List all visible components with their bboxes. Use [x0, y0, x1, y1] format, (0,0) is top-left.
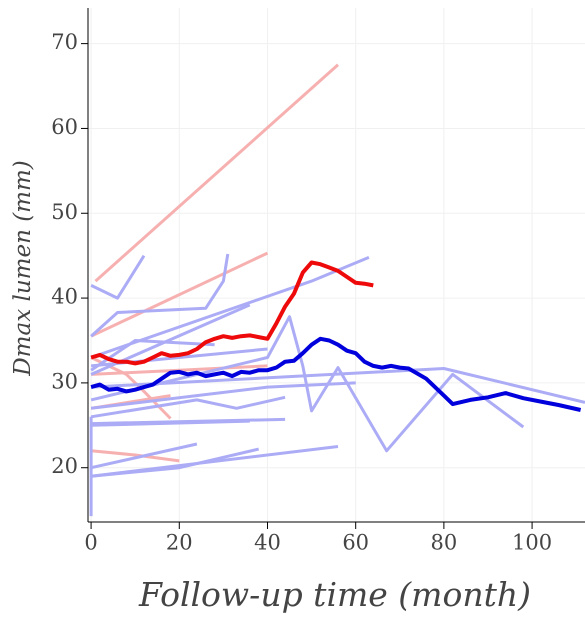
series-line [90, 395, 286, 419]
x-tick-label: 20 [166, 531, 193, 555]
series-line [90, 260, 374, 366]
x-tick-label: 60 [342, 531, 369, 555]
y-tick-label: 60 [51, 115, 78, 139]
y-tick-label: 40 [51, 285, 78, 309]
series-line [90, 315, 525, 453]
series-line [90, 253, 230, 338]
y-tick-label: 20 [51, 454, 78, 478]
x-tick-label: 0 [84, 531, 97, 555]
y-tick-label: 70 [51, 30, 78, 54]
series-line [90, 445, 339, 478]
series-line [94, 63, 339, 283]
x-tick-label: 80 [431, 531, 458, 555]
series-line [91, 367, 585, 404]
x-tick-label: 40 [254, 531, 281, 555]
y-tick-label: 50 [51, 200, 78, 224]
series-line [90, 251, 269, 338]
series-line [90, 449, 180, 463]
series-line [90, 254, 146, 300]
series-line [90, 442, 198, 470]
x-axis-label: Follow-up time (month) [138, 575, 531, 614]
y-tick-label: 30 [51, 369, 78, 393]
x-tick-label: 100 [512, 531, 552, 555]
series-line [90, 256, 370, 359]
y-axis-label: Dmax lumen (mm) [10, 160, 36, 377]
series-line [90, 336, 582, 412]
series-line [91, 419, 250, 427]
series-line [90, 339, 215, 372]
series-line [90, 381, 356, 410]
